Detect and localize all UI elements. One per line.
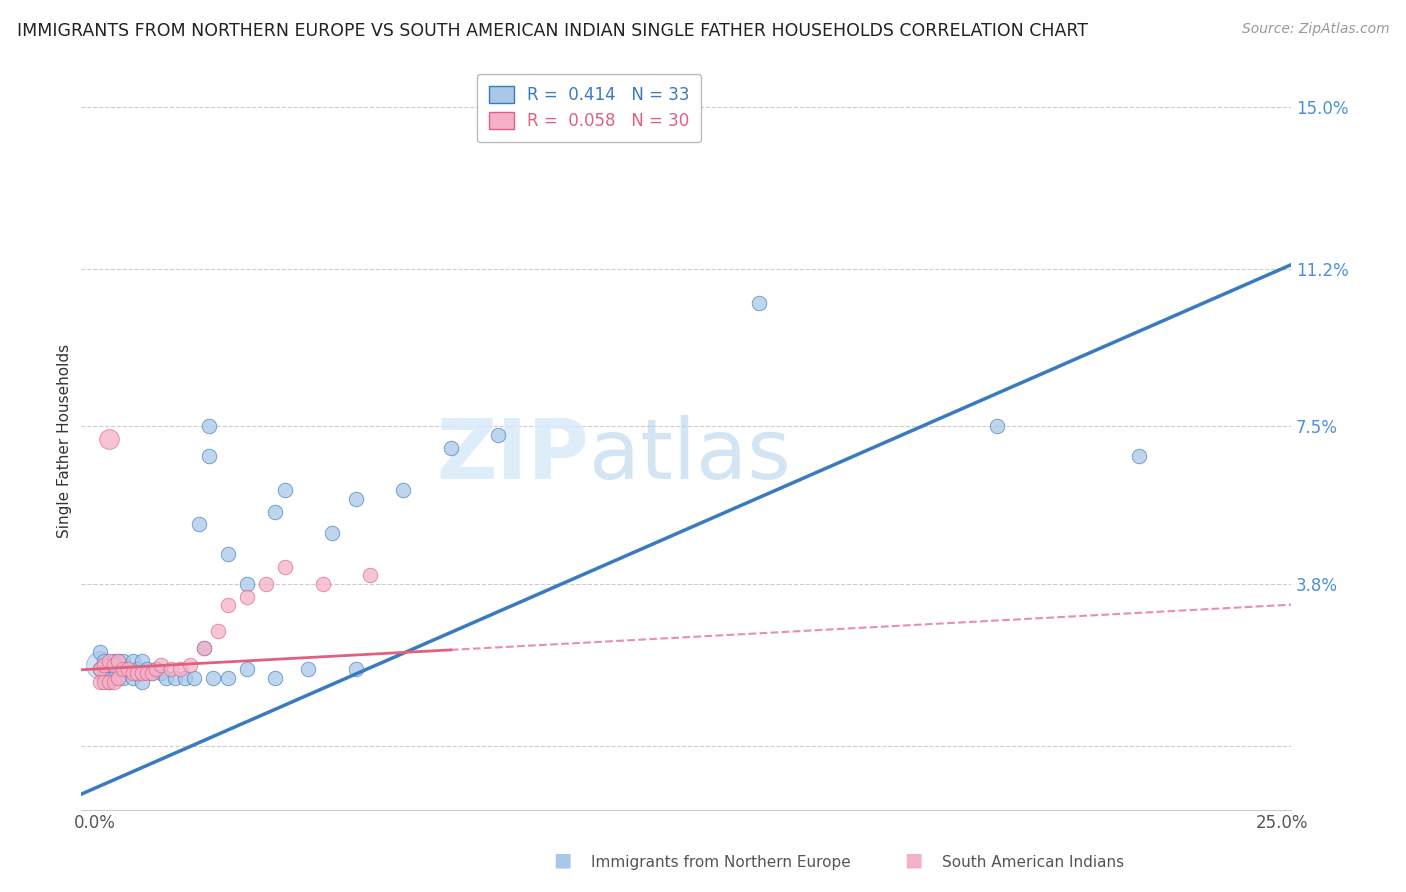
- Point: [98, 432, 121, 446]
- Point: [89, 657, 111, 672]
- Point: [93, 674, 115, 689]
- Point: [136, 666, 159, 681]
- Point: [254, 577, 277, 591]
- Point: [159, 662, 181, 676]
- Point: [486, 428, 509, 442]
- Text: ZIP: ZIP: [436, 416, 589, 497]
- Point: [141, 666, 163, 681]
- Point: [93, 653, 115, 667]
- Point: [98, 674, 121, 689]
- Point: [165, 671, 187, 685]
- Point: [155, 671, 177, 685]
- Point: [440, 441, 463, 455]
- Point: [127, 666, 149, 681]
- Point: [235, 662, 257, 676]
- Point: [98, 657, 121, 672]
- Point: [179, 657, 201, 672]
- Point: [264, 504, 287, 518]
- Point: [217, 598, 239, 612]
- Point: [217, 671, 239, 685]
- Point: [141, 666, 163, 681]
- Text: Immigrants from Northern Europe: Immigrants from Northern Europe: [591, 855, 851, 870]
- Point: [359, 568, 381, 582]
- Text: South American Indians: South American Indians: [942, 855, 1125, 870]
- Y-axis label: Single Father Households: Single Father Households: [58, 344, 72, 538]
- Point: [235, 590, 257, 604]
- Legend: R =  0.414   N = 33, R =  0.058   N = 30: R = 0.414 N = 33, R = 0.058 N = 30: [477, 74, 702, 142]
- Point: [117, 662, 139, 676]
- Point: [145, 662, 167, 676]
- Point: [207, 624, 229, 638]
- Point: [117, 662, 139, 676]
- Point: [193, 640, 215, 655]
- Point: [131, 666, 153, 681]
- Point: [986, 419, 1008, 434]
- Point: [112, 671, 135, 685]
- Point: [131, 653, 153, 667]
- Point: [197, 419, 219, 434]
- Point: [150, 666, 173, 681]
- Point: [93, 671, 115, 685]
- Point: [273, 559, 295, 574]
- Point: [264, 671, 287, 685]
- Point: [107, 653, 129, 667]
- Point: [235, 577, 257, 591]
- Point: [98, 674, 121, 689]
- Point: [169, 662, 191, 676]
- Point: [193, 640, 215, 655]
- Point: [103, 653, 125, 667]
- Point: [1128, 449, 1150, 463]
- Text: Source: ZipAtlas.com: Source: ZipAtlas.com: [1241, 22, 1389, 37]
- Point: [145, 662, 167, 676]
- Point: [748, 296, 770, 310]
- Point: [103, 674, 125, 689]
- Point: [107, 671, 129, 685]
- Point: [127, 662, 149, 676]
- Point: [217, 547, 239, 561]
- Point: [98, 653, 121, 667]
- Point: [89, 674, 111, 689]
- Point: [89, 662, 111, 676]
- Point: [150, 657, 173, 672]
- Point: [103, 657, 125, 672]
- Point: [197, 449, 219, 463]
- Point: [392, 483, 415, 498]
- Text: ■: ■: [553, 851, 572, 870]
- Text: ■: ■: [904, 851, 924, 870]
- Point: [112, 662, 135, 676]
- Point: [174, 671, 197, 685]
- Text: IMMIGRANTS FROM NORTHERN EUROPE VS SOUTH AMERICAN INDIAN SINGLE FATHER HOUSEHOLD: IMMIGRANTS FROM NORTHERN EUROPE VS SOUTH…: [17, 22, 1088, 40]
- Point: [89, 662, 111, 676]
- Point: [183, 671, 205, 685]
- Point: [311, 577, 333, 591]
- Point: [136, 662, 159, 676]
- Point: [321, 525, 343, 540]
- Point: [297, 662, 319, 676]
- Point: [112, 653, 135, 667]
- Point: [121, 666, 143, 681]
- Point: [89, 645, 111, 659]
- Point: [121, 671, 143, 685]
- Point: [344, 662, 367, 676]
- Point: [121, 653, 143, 667]
- Point: [131, 674, 153, 689]
- Point: [107, 653, 129, 667]
- Point: [344, 491, 367, 506]
- Point: [273, 483, 295, 498]
- Point: [202, 671, 225, 685]
- Point: [107, 671, 129, 685]
- Text: atlas: atlas: [589, 416, 790, 497]
- Point: [188, 517, 211, 532]
- Point: [103, 671, 125, 685]
- Point: [93, 657, 115, 672]
